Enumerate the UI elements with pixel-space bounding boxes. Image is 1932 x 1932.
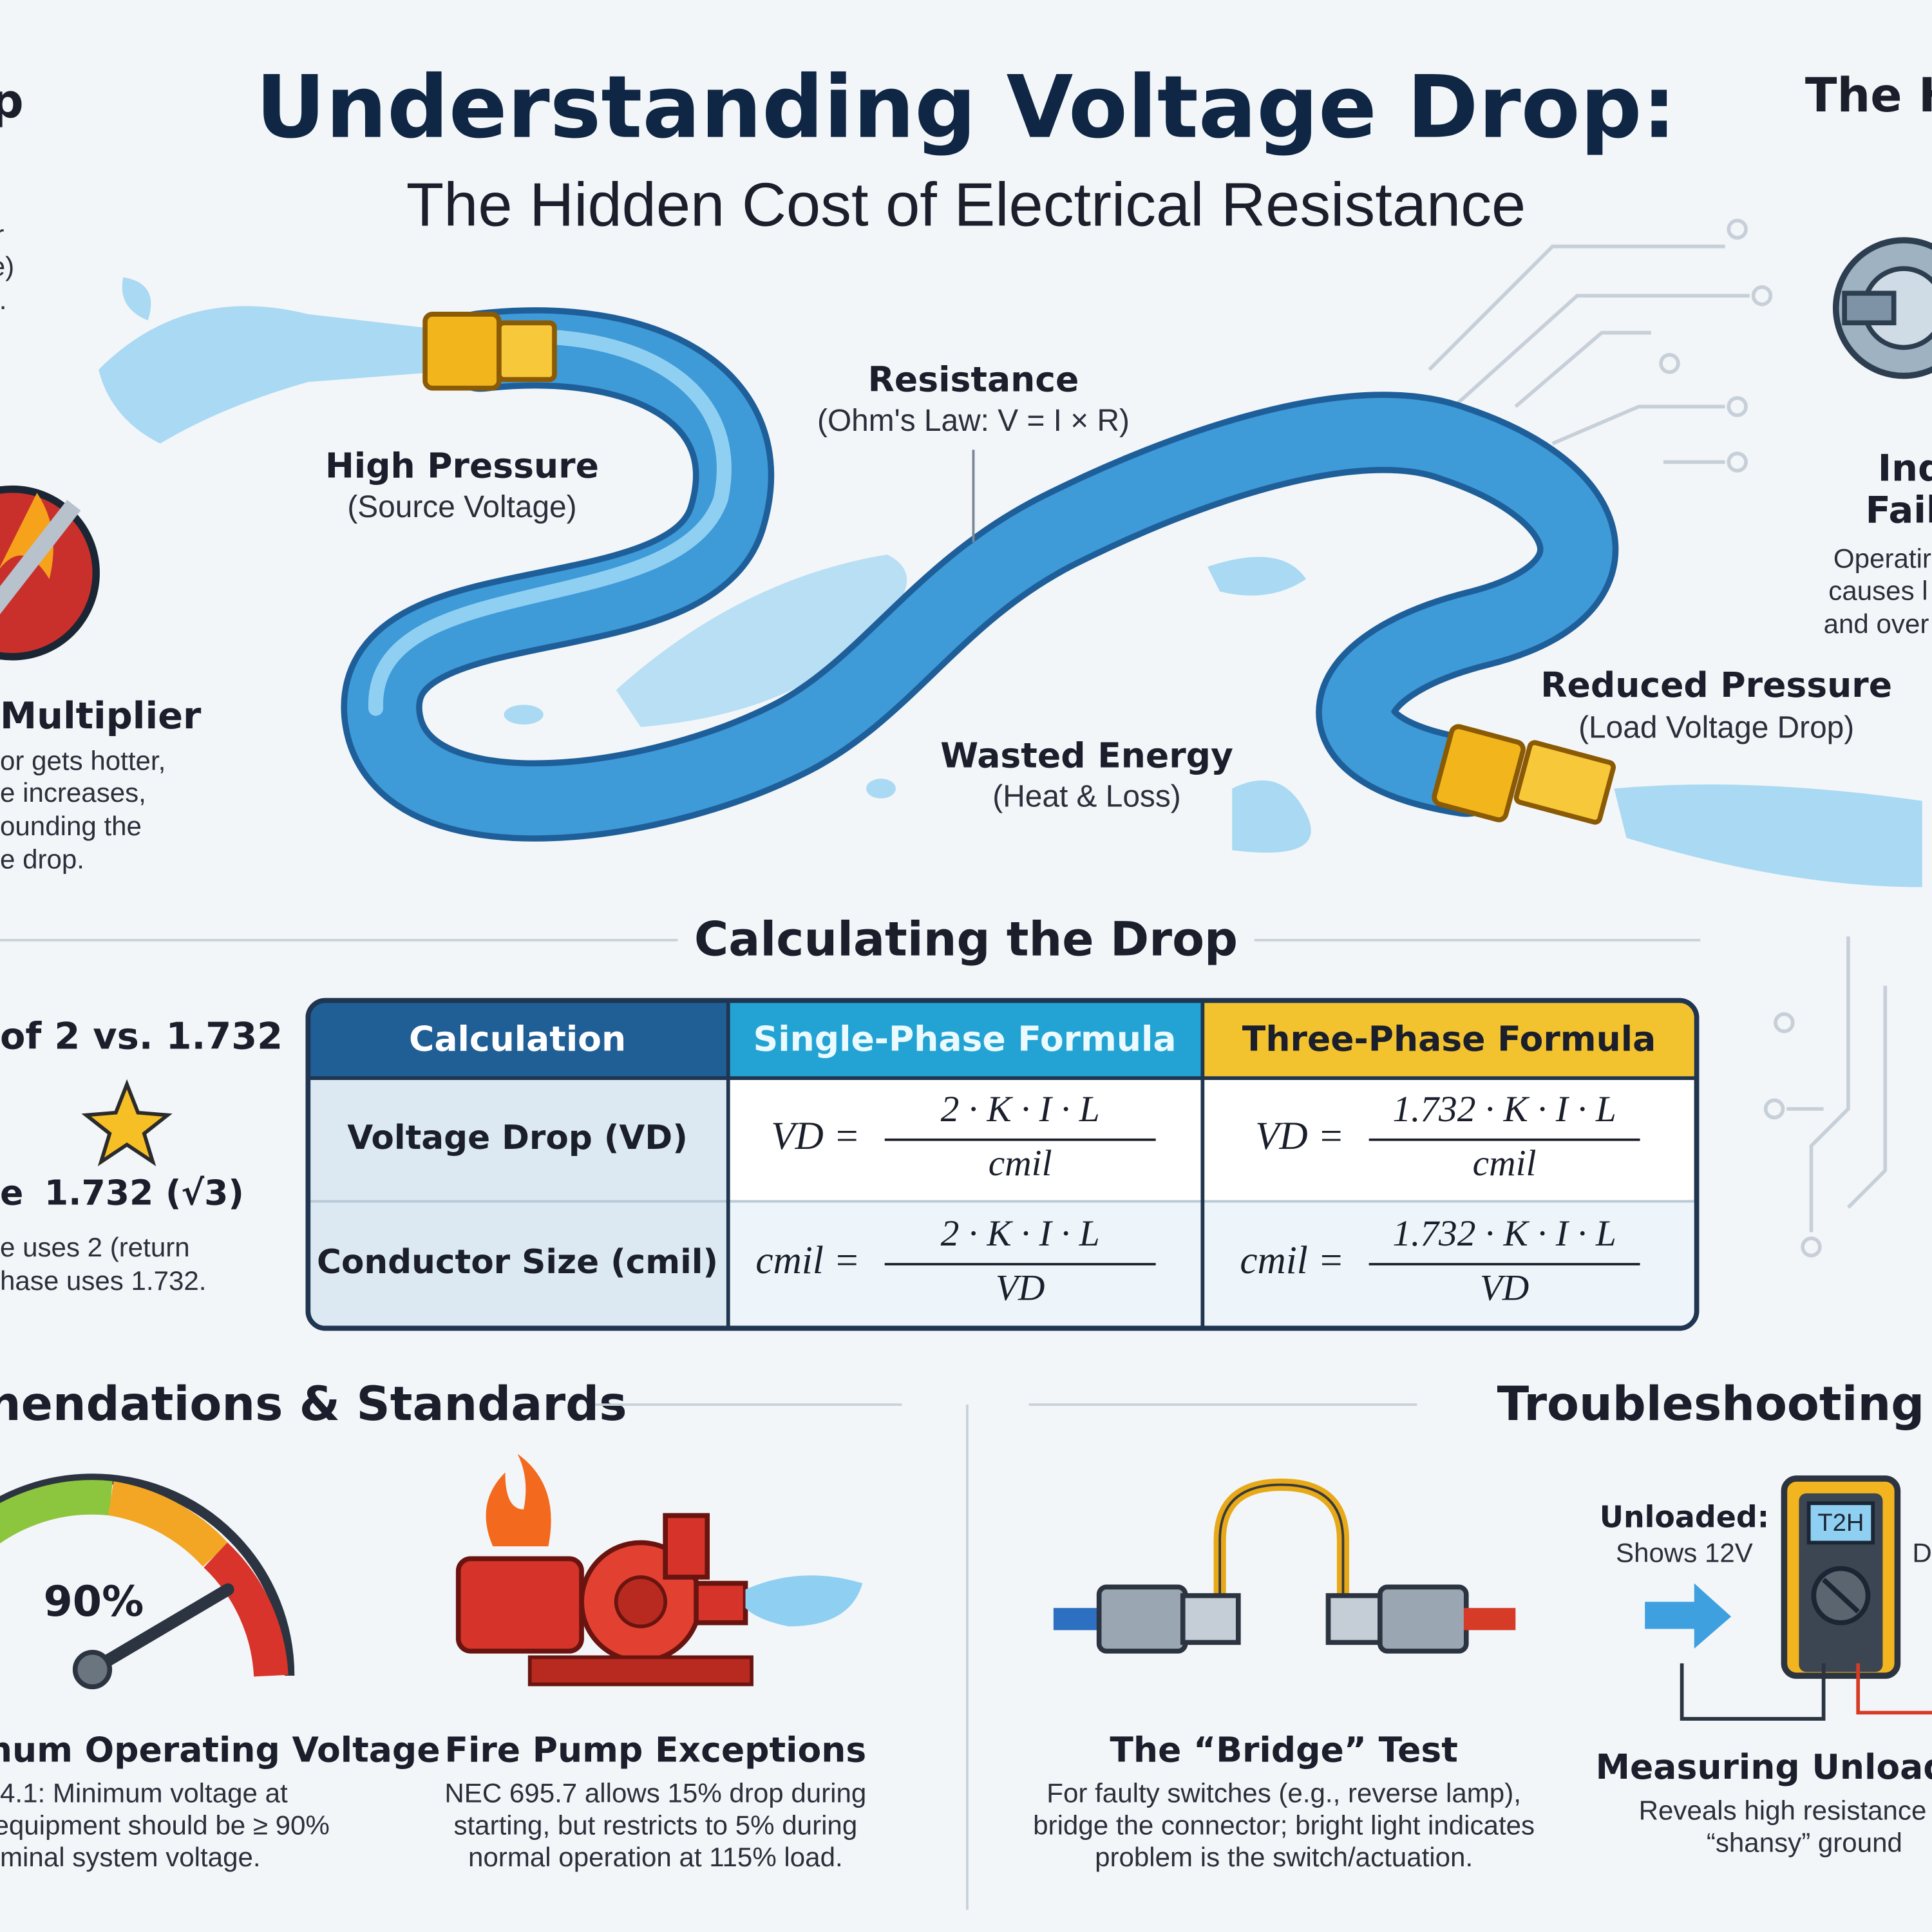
section-title: Calculating the Drop [694,913,1238,967]
section-title: nendations & Standards [0,1378,627,1432]
card-line: normal operation at 115% load. [468,1842,843,1872]
formula-denominator: cmil [989,1143,1052,1184]
left-mid-line: or gets hotter, [0,745,166,775]
right-line: causes l [1828,575,1927,605]
row-label: Conductor Size (cmil) [317,1243,718,1282]
section-title: Troubleshooting in [1497,1378,1932,1432]
hose-label: High Pressure [325,446,599,486]
formula-numerator: 2 · K · I · L [941,1089,1100,1130]
nozzle [422,312,1616,825]
right-top-heading: The H [1805,69,1932,123]
card-line: Reveals high resistance [1639,1795,1927,1826]
card-line: NEC 695.7 allows 15% drop during [444,1778,866,1808]
subtitle: The Hidden Cost of Electrical Resistance [406,171,1526,240]
meter-display: T2H [1817,1509,1864,1537]
card-line: For faulty switches (e.g., reverse lamp)… [1046,1778,1521,1808]
right-line: and over [1824,609,1929,639]
formula-lhs: cmil = [755,1238,860,1282]
formula-denominator: VD [996,1267,1045,1308]
row-label: Voltage Drop (VD) [347,1119,688,1157]
star-icon [81,1079,173,1167]
table-header: Calculation [409,1018,626,1059]
formula-denominator: cmil [1473,1143,1537,1184]
hose-sublabel: (Load Voltage Drop) [1578,710,1854,744]
formula-numerator: 1.732 · K · I · L [1392,1089,1616,1130]
card-line: bridge the connector; bright light indic… [1033,1810,1535,1840]
multimeter-icon [1645,1475,1932,1721]
formula-denominator: VD [1480,1267,1529,1308]
meter-note: Unloaded: [1600,1500,1769,1535]
formula-numerator: 1.732 · K · I · L [1392,1213,1616,1254]
gauge-icon [0,1473,295,1690]
left-mid-line: ounding the [0,811,142,841]
left-mid-line: e drop. [0,844,84,874]
formula-lhs: VD = [771,1114,860,1158]
card-line: minal system voltage. [0,1842,261,1872]
water [99,277,1922,887]
motor-icon [1833,237,1932,379]
formula-lhs: VD = [1255,1114,1344,1158]
side-line: hase uses 1.732. [0,1265,206,1296]
side-line: e uses 2 (return [0,1232,190,1262]
hose-sublabel: (Source Voltage) [347,490,576,524]
fire-pump-icon [455,1454,863,1687]
right-heading: Ind [1878,446,1932,489]
bridge-icon [1053,1478,1516,1654]
left-mid-line: e increases, [0,777,146,808]
left-top-line: e) [0,251,14,281]
card-heading: Fire Pump Exceptions [444,1729,866,1770]
hose-highlight [368,328,732,716]
left-top-line: ). [0,285,6,315]
card-heading: The “Bridge” Test [1110,1729,1458,1770]
card-line: 4.1: Minimum voltage at [0,1778,288,1808]
hose-sublabel: (Heat & Loss) [992,779,1180,813]
card-line: “shansy” ground [1707,1827,1902,1857]
heat-icon [0,485,100,661]
formula-numerator: 2 · K · I · L [941,1213,1100,1254]
right-line: Operatir [1833,544,1931,574]
hose-sublabel: (Ohm's Law: V = I × R) [817,404,1130,438]
circuit-decoration [1428,218,1888,1258]
side-prefix: e [0,1173,23,1213]
card-line: problem is the switch/actuation. [1095,1842,1473,1872]
meter-note: D [1912,1538,1931,1568]
hose-label: Reduced Pressure [1540,665,1892,705]
hose-label: Resistance [868,359,1079,400]
card-heading: num Operating Voltage [0,1729,440,1770]
hose [347,313,1613,836]
side-value: 1.732 (√3) [44,1173,244,1213]
left-top-heading: p [0,75,24,129]
gauge-value: 90% [44,1578,144,1626]
formula-table [305,998,1700,1331]
formula-lhs: cmil = [1240,1238,1344,1282]
card-line: equipment should be ≥ 90% [0,1810,330,1840]
table-header: Three-Phase Formula [1242,1018,1656,1059]
left-top-line: r [0,219,4,249]
title: Understanding Voltage Drop: [256,57,1676,158]
hose-label: Wasted Energy [940,735,1233,775]
side-heading: of 2 vs. 1.732 [0,1014,283,1057]
card-heading: Measuring Unloaded [1596,1747,1932,1787]
right-heading: Failu [1866,489,1932,532]
table-header: Single-Phase Formula [753,1018,1177,1059]
card-line: starting, but restricts to 5% during [453,1810,857,1840]
meter-note: Shows 12V [1616,1538,1753,1568]
left-mid-heading: Multiplier [0,694,202,737]
